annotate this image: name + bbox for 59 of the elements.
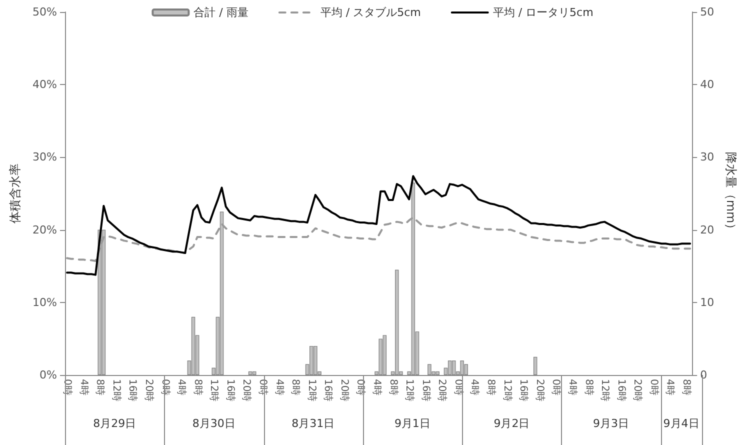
x-tick-label: 12時 [306,379,318,402]
x-tick-label: 4時 [78,379,90,396]
y-tick-label: 10% [32,296,57,309]
x-tick-label: 4時 [176,379,188,396]
y2-tick-label: 30 [700,150,714,164]
y-tick-label: 40% [32,78,57,92]
y-tick-label: 50% [32,6,57,18]
x-tick-label: 20時 [632,379,644,402]
y2-axis-title: 降水量（mm） [724,152,738,236]
x-tick-label: 0時 [648,379,660,396]
x-tick-label: 16時 [126,379,139,402]
text: 9月2日 [492,417,531,430]
x-tick-label: 8時 [387,379,400,396]
text: 8月30日 [191,417,236,430]
x-tick-label: 8時 [485,379,498,396]
x-tick-label: 4時 [664,379,676,396]
x-tick-label: 4時 [566,379,578,396]
legend-label: 平均 / スタブル5cm [320,6,421,19]
text: 9月4日 [662,417,700,430]
y2-tick-label: 20 [700,223,714,236]
x-tick-label: 12時 [208,379,220,402]
x-tick-label: 8時 [680,379,692,396]
y-tick-label: 20% [32,223,57,236]
x-tick-label: 4時 [273,379,286,396]
text: 8月31日 [290,417,336,430]
x-tick-label: 16時 [615,379,628,402]
x-tick-label: 12時 [404,379,416,402]
y-tick-label: 0% [40,368,57,382]
text: 8月29日 [92,417,138,430]
line-series [66,175,692,276]
x-tick-label: 8時 [290,379,302,396]
x-tick-label: 12時 [599,379,612,402]
x-tick-label: 8時 [192,379,204,396]
y2-tick-label: 10 [700,296,714,309]
x-tick-label: 12時 [110,379,122,402]
x-tick-label: 16時 [224,379,236,402]
x-tick-label: 20時 [534,379,546,402]
x-tick-label: 20時 [142,379,155,402]
y2-tick-label: 40 [700,78,714,92]
legend-label: 合計 / 雨量 [194,6,248,19]
y2-tick-label: 50 [700,6,714,18]
x-tick-label: 0時 [550,379,562,396]
x-tick-label: 12時 [501,379,514,402]
text: 9月3日 [592,417,630,430]
x-tick-label: 20時 [436,379,448,402]
legend-label: 平均 / ロータリ5cm [492,6,594,19]
x-tick-label: 8時 [582,379,595,396]
x-tick-label: 20時 [338,379,350,402]
x-tick-label: 4時 [371,379,384,396]
x-tick-label: 16時 [322,379,334,402]
line-series [66,216,692,262]
x-tick-label: 16時 [518,379,530,402]
y-tick-label: 30% [32,150,57,164]
y-axis-title: 体積含水率 [8,164,22,224]
x-tick-label: 16時 [420,379,432,402]
text: 9月1日 [393,417,432,430]
x-tick-label: 8時 [94,379,106,396]
x-tick-label: 4時 [468,379,481,396]
x-tick-label: 20時 [240,379,253,402]
